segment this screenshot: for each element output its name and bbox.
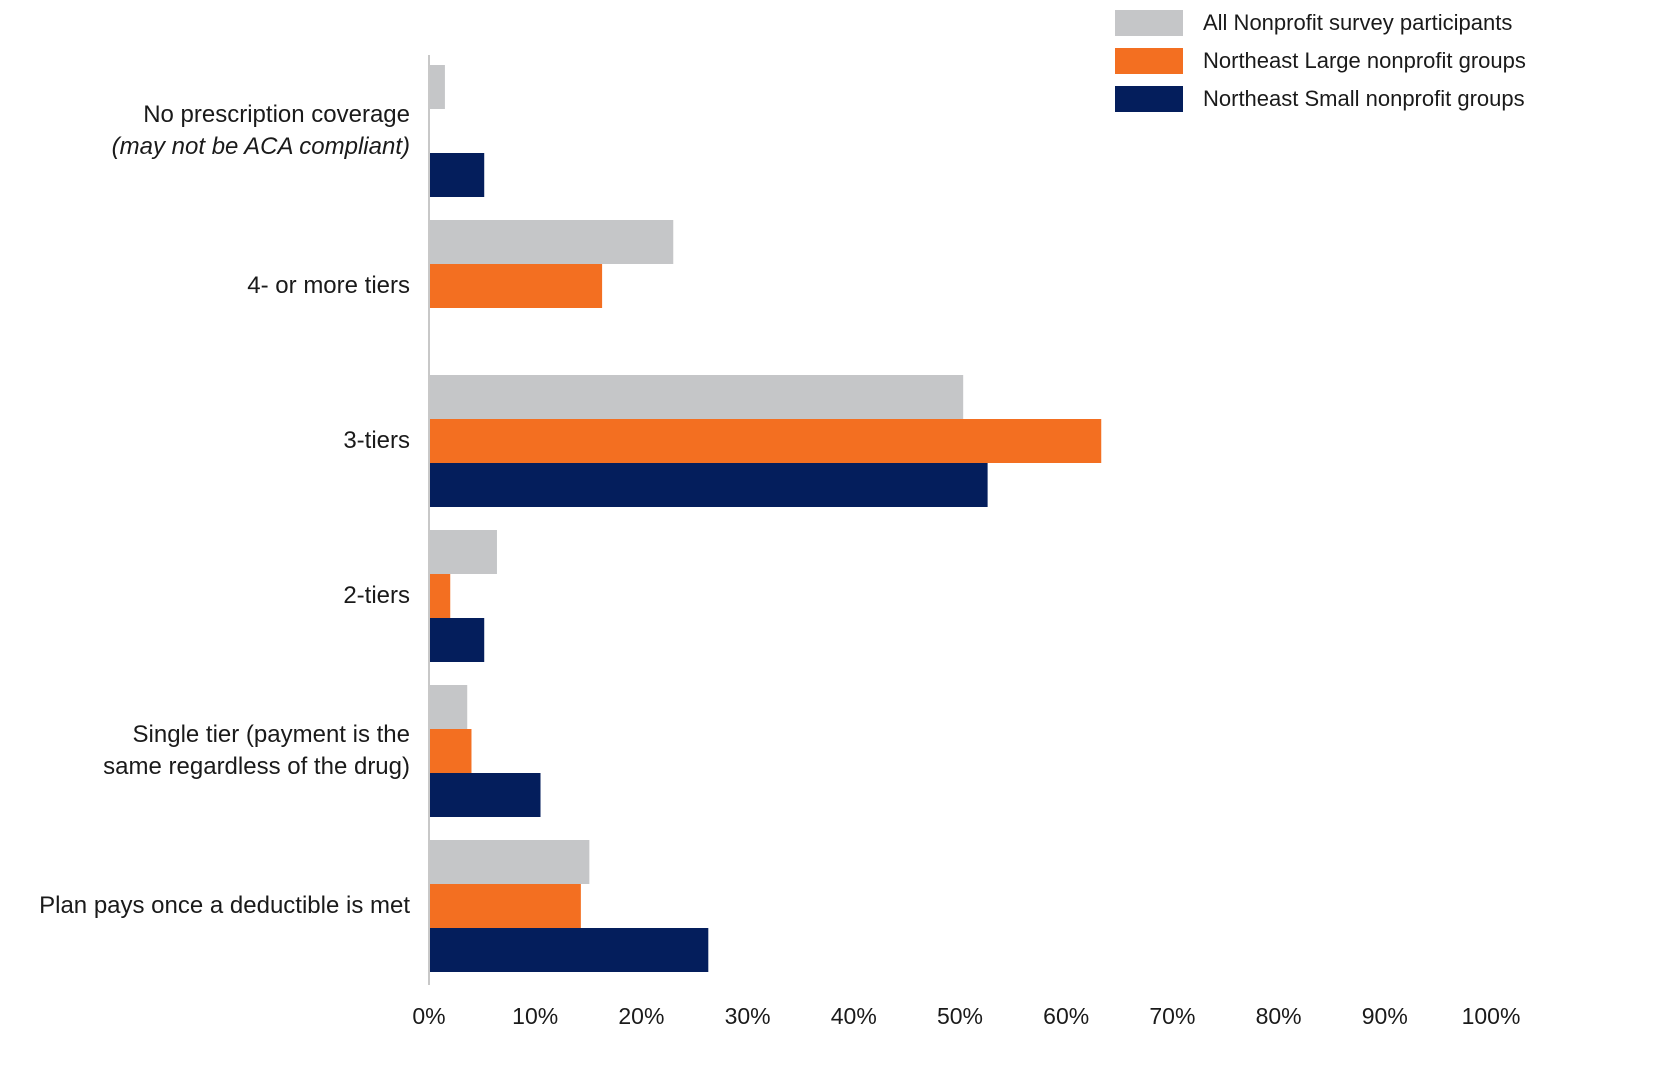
x-tick-label: 60%	[1043, 1003, 1089, 1029]
category-sublabel: (may not be ACA compliant)	[111, 133, 410, 160]
bar	[430, 419, 1102, 463]
bar	[430, 685, 468, 729]
legend-label: All Nonprofit survey participants	[1203, 10, 1513, 35]
x-tick-label: 10%	[512, 1003, 558, 1029]
category-label: Single tier (payment is the same regardl…	[80, 719, 410, 783]
legend-swatch	[1115, 10, 1183, 36]
x-tick-label: 40%	[831, 1003, 877, 1029]
category-label: 4- or more tiers	[80, 270, 410, 302]
legend-label: Northeast Large nonprofit groups	[1203, 48, 1526, 73]
legend-swatch	[1115, 48, 1183, 74]
legend-label: Northeast Small nonprofit groups	[1203, 86, 1525, 111]
x-tick-label: 100%	[1462, 1003, 1521, 1029]
bar	[430, 375, 964, 419]
x-tick-label: 50%	[937, 1003, 983, 1029]
bar	[430, 618, 485, 662]
bar	[430, 928, 709, 972]
x-tick-label: 80%	[1256, 1003, 1302, 1029]
category-label: Plan pays once a deductible is met	[10, 890, 410, 922]
legend-item: Northeast Small nonprofit groups	[1115, 80, 1526, 118]
legend-item: Northeast Large nonprofit groups	[1115, 42, 1526, 80]
category-label: No prescription coverage (may not be ACA …	[80, 99, 410, 163]
category-label-text: Single tier (payment is the same regardl…	[103, 721, 410, 780]
category-label: 2-tiers	[80, 580, 410, 612]
bar	[430, 463, 988, 507]
bar	[430, 729, 472, 773]
category-label-text: 4- or more tiers	[247, 272, 410, 299]
bar	[430, 840, 590, 884]
legend-swatch	[1115, 86, 1183, 112]
x-tick-label: 20%	[618, 1003, 664, 1029]
bar	[430, 65, 445, 109]
x-tick-label: 70%	[1149, 1003, 1195, 1029]
bar	[430, 884, 581, 928]
legend-item: All Nonprofit survey participants	[1115, 4, 1526, 42]
bar	[430, 220, 674, 264]
bar	[430, 773, 541, 817]
x-tick-label: 0%	[412, 1003, 445, 1029]
category-label-text: 2-tiers	[343, 582, 410, 609]
category-label-text: 3-tiers	[343, 427, 410, 454]
bar	[430, 153, 485, 197]
bar	[430, 574, 451, 618]
legend: All Nonprofit survey participants Northe…	[1115, 4, 1526, 118]
category-label-text: No prescription coverage	[143, 101, 410, 128]
bar	[430, 264, 603, 308]
x-tick-label: 30%	[725, 1003, 771, 1029]
category-label: 3-tiers	[80, 425, 410, 457]
category-label-text: Plan pays once a deductible is met	[39, 892, 410, 919]
bar	[430, 530, 497, 574]
x-tick-label: 90%	[1362, 1003, 1408, 1029]
